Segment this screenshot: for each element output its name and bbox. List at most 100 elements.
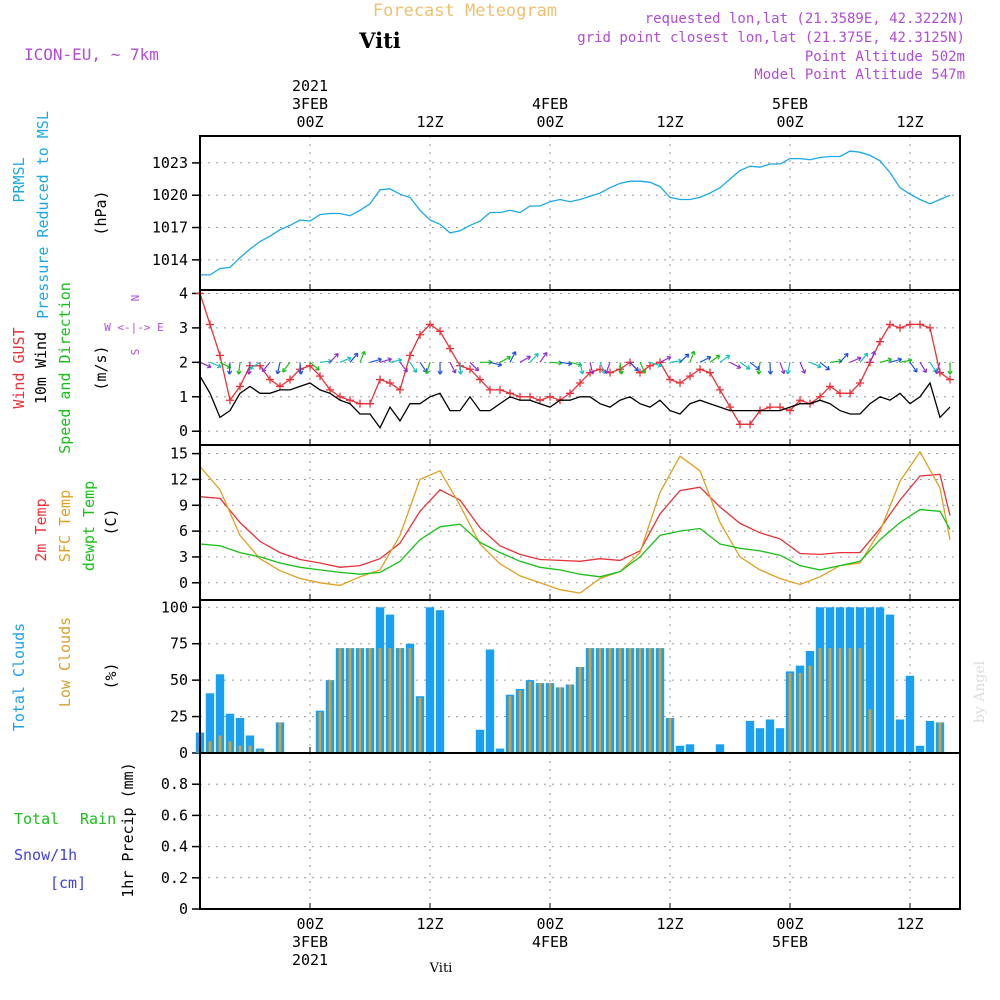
wind-direction-arrow (399, 361, 408, 373)
low-clouds-bar (828, 648, 832, 753)
low-clouds-bar (378, 648, 382, 753)
wind-direction-arrow (934, 362, 941, 375)
total-clouds-label: Total Clouds (10, 623, 28, 731)
total-clouds-bar (485, 649, 495, 753)
total-clouds-bar (225, 713, 235, 753)
wind-direction-arrow (246, 362, 252, 375)
wind-direction-arrow (809, 361, 822, 369)
temp-panel-labels: 2m Temp SFC Temp dewpt Temp (C) (32, 481, 120, 571)
low-clouds-bar (848, 648, 852, 753)
gust-point-marker (666, 375, 674, 384)
wind-direction-arrow (669, 358, 683, 364)
wind-direction-arrow (589, 362, 595, 375)
time-label-bottom: 12Z (656, 915, 683, 933)
low-clouds-bar (798, 672, 802, 753)
y-tick-label: 0 (179, 574, 188, 592)
gust-point-marker (776, 403, 784, 412)
low-clouds-bar (278, 722, 282, 753)
precip-panel-labels: Total Rain Snow/1h [cm] 1hr Precip (mm) (14, 762, 137, 897)
y-tick-label: 0.4 (161, 838, 188, 856)
temperature-panel: 0 3 6 9 12 15 (170, 444, 961, 601)
low-clouds-bar (218, 735, 222, 753)
gust-point-marker (766, 403, 774, 412)
wind-direction-arrow (919, 361, 927, 374)
wind-direction-arrow (298, 362, 304, 375)
grid-point-coordinates: grid point closest lon,lat (21.375E, 42.… (577, 30, 965, 46)
series-line-dewpt-temp (199, 508, 951, 578)
wind-direction-arrow (689, 350, 696, 363)
requested-coordinates: requested lon,lat (21.3589E, 42.3222N) (645, 11, 965, 27)
temp-dewpt-label: dewpt Temp (80, 481, 98, 571)
wind-direction-arrow (409, 361, 418, 373)
temp-unit: (C) (102, 508, 120, 535)
low-clouds-bar (588, 648, 592, 753)
time-label-bottom: 2021 (292, 951, 328, 969)
wind-direction-arrow (729, 361, 742, 369)
pressure-panel-labels: PRMSL Pressure Reduced to MSL (hPa) (10, 111, 110, 319)
gust-point-marker (886, 320, 894, 329)
wind-direction-arrow (499, 355, 512, 363)
low-clouds-bar (548, 683, 552, 753)
gust-point-marker (516, 392, 524, 401)
wind-direction-arrow (659, 356, 672, 363)
wind-direction-arrow (649, 361, 662, 368)
time-label-top: 2021 (292, 77, 328, 95)
y-tick-label: 0.8 (161, 775, 188, 793)
wind-panel-labels: Wind GUST 10m Wind Speed and Direction (… (10, 282, 164, 454)
rain-label: Rain (80, 810, 116, 828)
y-tick-label: 3 (179, 319, 188, 337)
low-clouds-bar (658, 648, 662, 753)
wind-direction-arrow (359, 350, 366, 363)
clouds-panel: 0 25 50 75 100 (161, 598, 961, 762)
y-tick-label: 9 (179, 496, 188, 514)
total-clouds-bar (675, 745, 685, 753)
temp-sfc-label: SFC Temp (56, 490, 74, 562)
wind-direction-arrow (629, 361, 639, 372)
wind-direction-arrow (519, 355, 531, 363)
gust-point-marker (686, 372, 694, 381)
total-clouds-bar (905, 675, 915, 753)
wind-direction-arrow (282, 361, 291, 373)
compass-west-east: W <-|-> E (104, 321, 164, 334)
low-clouds-bar (858, 648, 862, 753)
chart-title: Forecast Meteogram (373, 1, 557, 21)
gust-point-marker (746, 420, 754, 429)
gust-point-marker (946, 375, 954, 384)
total-clouds-bar (215, 674, 225, 753)
wind-direction-arrow (618, 362, 624, 375)
wind-direction-arrow (209, 361, 222, 369)
series-line-2m-temp (199, 473, 951, 568)
total-clouds-bar (435, 610, 445, 753)
gust-point-marker (926, 323, 934, 332)
gust-point-marker (876, 337, 884, 346)
low-clouds-bar (558, 687, 562, 753)
low-clouds-bar (358, 648, 362, 753)
snow-label: Snow/1h (14, 846, 77, 864)
low-clouds-bar (398, 648, 402, 753)
wind-direction-arrow (379, 357, 392, 363)
gust-point-marker (826, 382, 834, 391)
gust-point-marker (726, 403, 734, 412)
location-name: Viti (358, 28, 401, 53)
gust-point-marker (636, 368, 644, 377)
panel-frame (199, 444, 961, 601)
gust-point-marker (466, 365, 474, 374)
low-clouds-bar (328, 680, 332, 753)
gust-point-marker (416, 330, 424, 339)
low-clouds-bar (668, 718, 672, 753)
wind-direction-arrow (261, 361, 271, 373)
time-label-top: 12Z (896, 113, 923, 131)
gust-point-marker (856, 379, 864, 387)
gust-point-marker (316, 372, 324, 381)
wind-direction-arrow (226, 362, 233, 375)
total-clouds-bar (765, 719, 775, 753)
wind-direction-arrow (739, 361, 751, 370)
y-tick-label: 1014 (152, 251, 188, 269)
gust-point-marker (276, 382, 284, 391)
total-clouds-bar (745, 720, 755, 753)
wind-direction-arrow (539, 351, 548, 363)
wind-direction-arrow (859, 352, 869, 363)
precip-unit: 1hr Precip (mm) (119, 762, 137, 897)
